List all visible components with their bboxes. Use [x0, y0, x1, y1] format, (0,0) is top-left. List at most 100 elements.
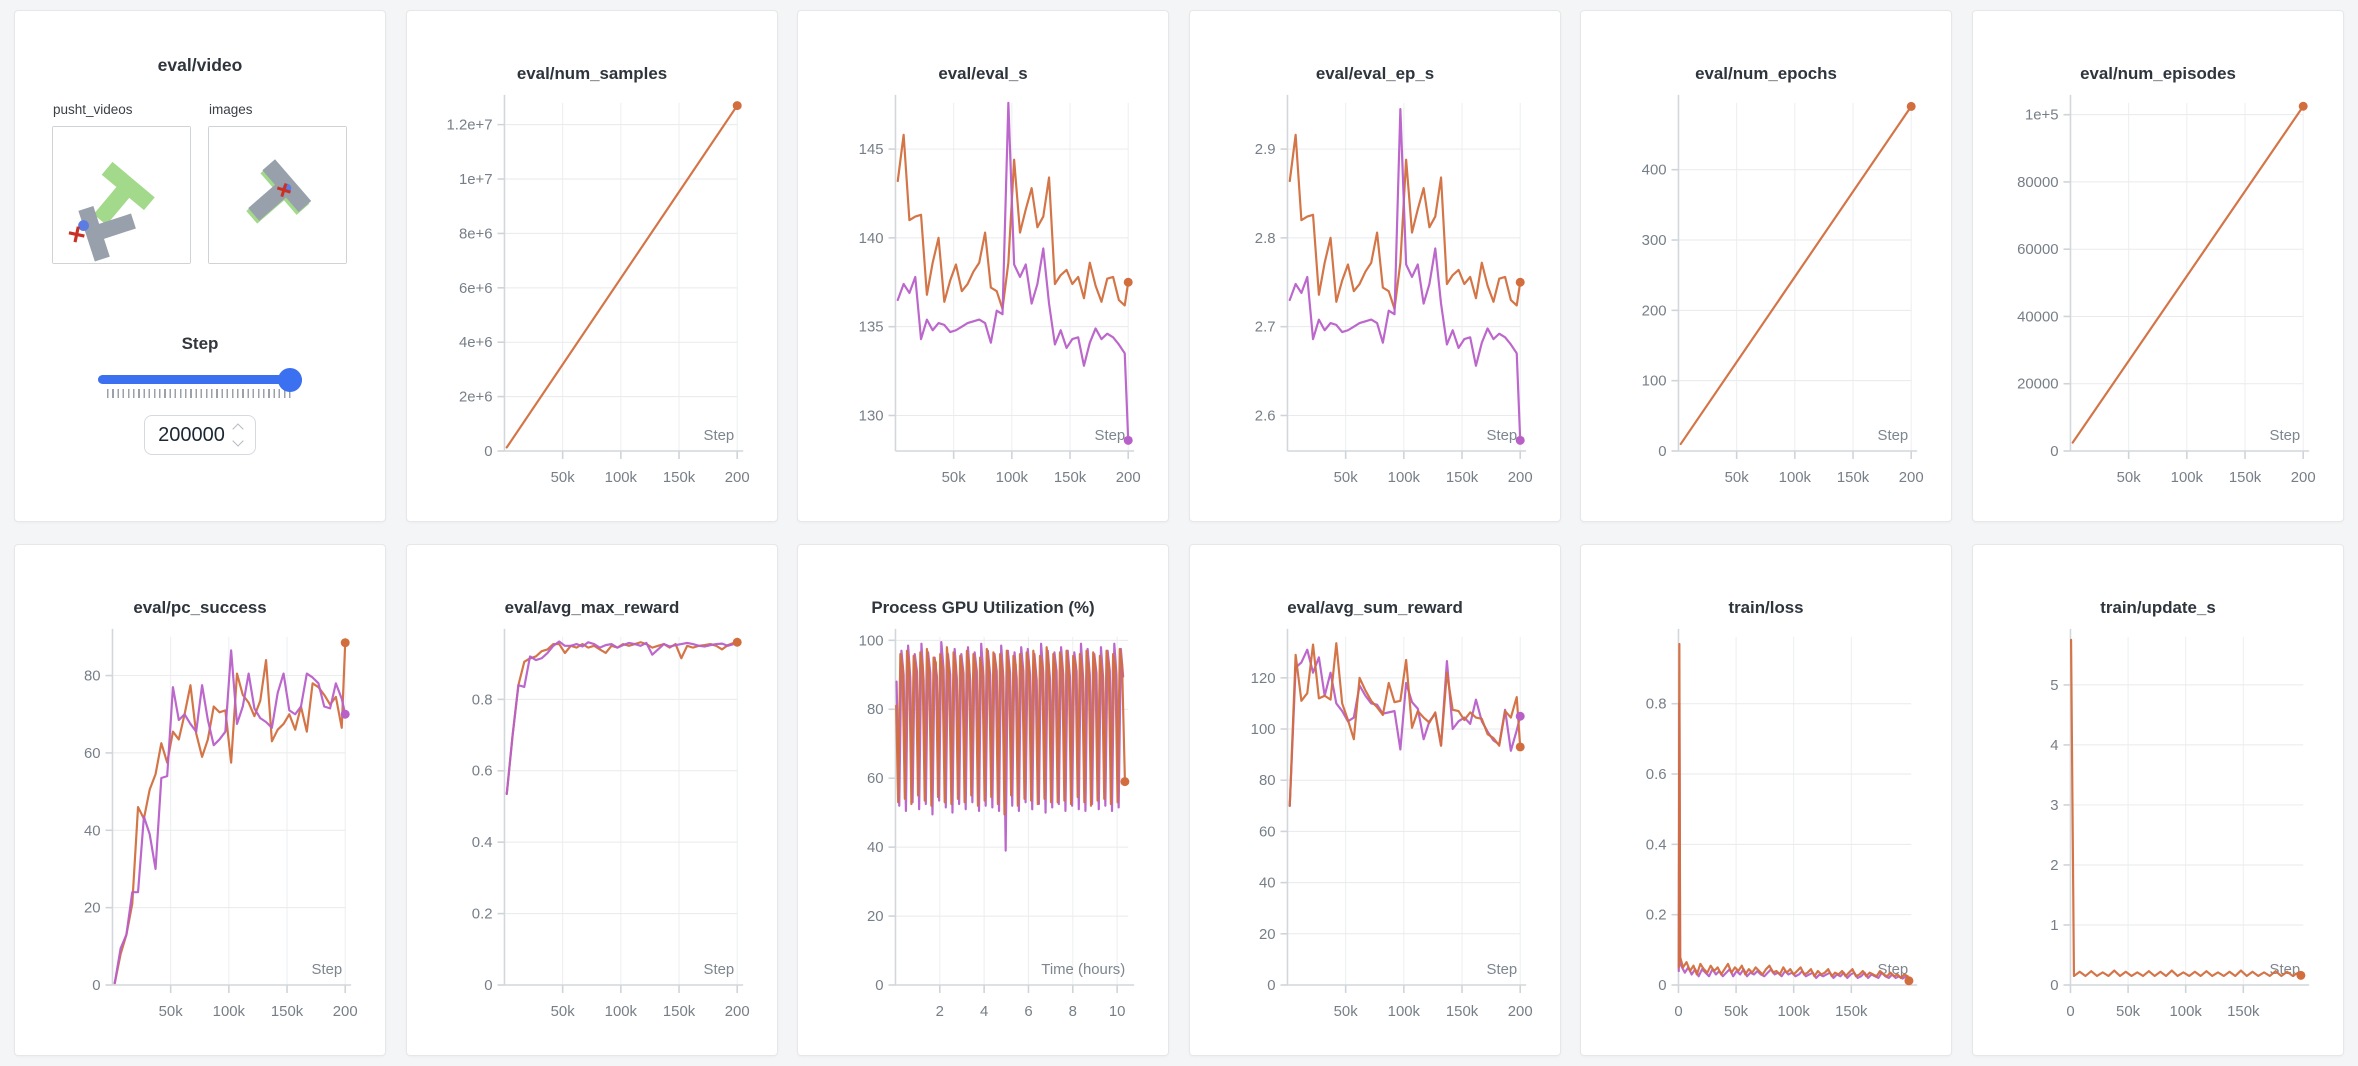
- goal-cross: [276, 183, 291, 198]
- chart-canvas[interactable]: train/update_s 0 50k 100k 150k 0 1 2 3 4 5 Step: [1973, 545, 2343, 1055]
- chart-canvas[interactable]: Process GPU Utilization (%)2 4 6 8 100204060…: [798, 545, 1168, 1055]
- y-tick-label: 300: [1642, 233, 1667, 249]
- pusht-scene-image: [53, 127, 190, 263]
- chart-panel-process-gpu-utilization[interactable]: Process GPU Utilization (%) 2 4 6 8 10 0 20 40 60…: [797, 544, 1170, 1056]
- y-tick-label: 40: [84, 823, 101, 839]
- chart-canvas[interactable]: eval/eval_s 50k 100k 150k 200 130 135 140 145 Ste…: [798, 11, 1168, 521]
- x-tick-label: 50k: [159, 1004, 184, 1020]
- x-axis-label: Step: [1878, 428, 1909, 444]
- y-tick-label: 3: [2050, 798, 2058, 814]
- y-tick-label: 4e+6: [459, 335, 493, 351]
- chart-title: eval/num_epochs: [1696, 64, 1838, 83]
- series-line-orange: [896, 133, 1130, 310]
- x-axis-label: Step: [1486, 428, 1517, 444]
- y-tick-label: 80: [867, 702, 884, 718]
- x-tick-label: 200: [1508, 470, 1533, 486]
- x-tick-label: 50k: [2117, 470, 2142, 486]
- step-down-icon[interactable]: [232, 435, 244, 447]
- x-tick-label: 0: [2066, 1004, 2074, 1020]
- x-tick-label: 50k: [1333, 470, 1358, 486]
- chart-title: Process GPU Utilization (%): [872, 598, 1095, 617]
- y-tick-label: 400: [1642, 163, 1667, 179]
- pusht-scene-image: [209, 127, 346, 263]
- x-tick-label: 150k: [1837, 470, 1870, 486]
- x-tick-label: 2: [936, 1004, 944, 1020]
- step-slider-knob[interactable]: [277, 367, 302, 392]
- y-tick-label: 0.6: [1646, 767, 1667, 783]
- step-slider-track[interactable]: [98, 375, 302, 384]
- x-tick-label: 50k: [550, 1004, 575, 1020]
- x-tick-label: 100k: [1779, 470, 1812, 486]
- chart-canvas[interactable]: train/loss 0 50k 100k 150k 0 0.2 0.4 0.6 0.8 Step: [1581, 545, 1951, 1055]
- image-thumbnail[interactable]: [208, 126, 347, 264]
- y-tick-label: 0: [2050, 444, 2058, 460]
- x-tick-label: 50k: [2116, 1004, 2141, 1020]
- chart-panel-eval-eval-s[interactable]: eval/eval_s 50k 100k 150k 200 130 135 140 145 Ste…: [797, 10, 1170, 522]
- video-thumbnail-pusht[interactable]: [52, 126, 191, 264]
- x-axis-label: Step: [2270, 962, 2301, 978]
- media-panel-eval-video[interactable]: eval/video pusht_videos: [14, 10, 386, 522]
- x-tick-label: 100k: [604, 1004, 637, 1020]
- x-axis-label: Step: [1095, 428, 1126, 444]
- step-value-input[interactable]: 200000: [144, 415, 256, 455]
- chart-panel-eval-num-samples[interactable]: eval/num_samples 50k 100k 150k 200 0 2e+6 4e+6 6…: [405, 10, 778, 522]
- y-tick-label: 20: [84, 901, 101, 917]
- y-tick-label: 8e+6: [459, 226, 493, 242]
- chart-panel-eval-eval-ep-s[interactable]: eval/eval_ep_s 50k 100k 150k 200 2.6 2.7 2.8 2.9…: [1188, 10, 1561, 522]
- series-line-purple: [896, 101, 1130, 442]
- chart-canvas[interactable]: eval/num_episodes 50k 100k 150k 200 0 20000 400…: [1973, 11, 2343, 521]
- y-tick-label: 100: [859, 633, 884, 649]
- y-tick-label: 0.8: [471, 692, 492, 708]
- y-tick-label: 130: [859, 408, 884, 424]
- x-tick-label: 150k: [2229, 470, 2262, 486]
- chart-title: eval/avg_sum_reward: [1287, 598, 1463, 617]
- chart-panel-eval-avg-max-reward[interactable]: eval/avg_max_reward 50k 100k 150k 200 0 0.2 0.4…: [405, 544, 778, 1056]
- y-tick-label: 60: [84, 746, 101, 762]
- chart-panel-train-loss[interactable]: train/loss 0 50k 100k 150k 0 0.2 0.4 0.6 0.8 Step: [1580, 544, 1953, 1056]
- stepper-arrows[interactable]: [232, 423, 244, 447]
- y-tick-label: 0: [484, 444, 492, 460]
- y-tick-label: 0: [1267, 978, 1275, 994]
- series-end-dot-orange: [1123, 277, 1133, 287]
- chart-canvas[interactable]: eval/eval_ep_s 50k 100k 150k 200 2.6 2.7 2.8 2.9…: [1190, 11, 1560, 521]
- series-end-dot-purple: [1515, 711, 1525, 721]
- y-tick-label: 5: [2050, 678, 2058, 694]
- x-tick-label: 4: [980, 1004, 988, 1020]
- chart-canvas[interactable]: eval/num_samples 50k 100k 150k 200 0 2e+6 4e+6 6…: [407, 11, 777, 521]
- y-tick-label: 2.8: [1255, 231, 1276, 247]
- x-tick-label: 50k: [1724, 1004, 1749, 1020]
- y-tick-label: 145: [859, 142, 884, 158]
- chart-canvas[interactable]: eval/avg_sum_reward 50k 100k 150k 200 0 20 40 60…: [1190, 545, 1560, 1055]
- x-tick-label: 6: [1025, 1004, 1033, 1020]
- chart-panel-eval-num-epochs[interactable]: eval/num_epochs 50k 100k 150k 200 0 100 200 300 4…: [1580, 10, 1953, 522]
- step-slider-ruler: [107, 389, 293, 398]
- chart-title: eval/eval_s: [939, 64, 1028, 83]
- chart-panel-train-update-s[interactable]: train/update_s 0 50k 100k 150k 0 1 2 3 4 5 Step: [1971, 544, 2344, 1056]
- step-slider[interactable]: [98, 367, 302, 392]
- series-line-orange: [1680, 105, 1913, 446]
- y-tick-label: 80000: [2017, 175, 2058, 191]
- y-tick-label: 60: [1259, 824, 1276, 840]
- x-tick-label: 200: [333, 1004, 358, 1020]
- x-tick-label: 50k: [1333, 1004, 1358, 1020]
- chart-canvas[interactable]: eval/pc_success 50k 100k 150k 200 0 20 40 60 80 St…: [15, 545, 385, 1055]
- series-line-purple: [113, 649, 347, 985]
- chart-canvas[interactable]: eval/num_epochs 50k 100k 150k 200 0 100 200 300 4…: [1581, 11, 1951, 521]
- x-tick-label: 0: [1675, 1004, 1683, 1020]
- x-tick-label: 100k: [996, 470, 1029, 486]
- chart-canvas[interactable]: eval/avg_max_reward 50k 100k 150k 200 0 0.2 0.4…: [407, 545, 777, 1055]
- y-tick-label: 4: [2050, 738, 2058, 754]
- agent-dot: [78, 220, 89, 231]
- series-end-dot-orange: [340, 638, 350, 648]
- series-end-dot-orange: [1515, 277, 1525, 287]
- step-up-icon[interactable]: [232, 423, 244, 435]
- y-tick-label: 0.2: [1646, 908, 1667, 924]
- x-tick-label: 200: [1116, 470, 1141, 486]
- series-end-dot-orange: [1904, 976, 1914, 986]
- chart-panel-eval-avg-sum-reward[interactable]: eval/avg_sum_reward 50k 100k 150k 200 0 20 40 60…: [1188, 544, 1561, 1056]
- chart-title: train/update_s: [2100, 598, 2215, 617]
- chart-panel-eval-num-episodes[interactable]: eval/num_episodes 50k 100k 150k 200 0 20000 400…: [1971, 10, 2344, 522]
- y-tick-label: 2: [2050, 858, 2058, 874]
- x-tick-label: 200: [724, 1004, 749, 1020]
- chart-panel-eval-pc-success[interactable]: eval/pc_success 50k 100k 150k 200 0 20 40 60 80 St…: [14, 544, 386, 1056]
